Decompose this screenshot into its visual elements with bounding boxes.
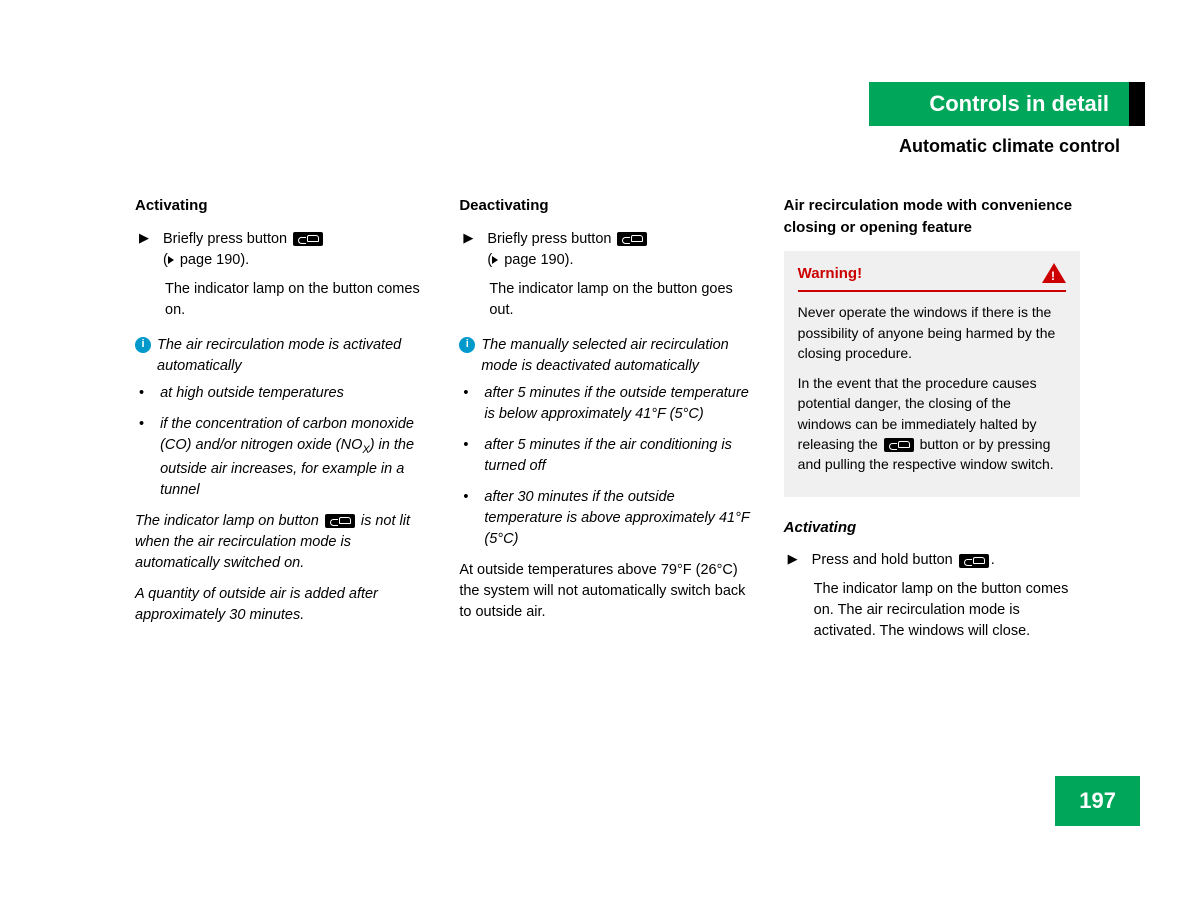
list-item: at high outside temperatures xyxy=(139,383,431,404)
step-marker-icon: ▶ xyxy=(463,229,473,271)
column-activating: Activating ▶ Briefly press button ( page… xyxy=(135,195,431,656)
col3-result: The indicator lamp on the button comes o… xyxy=(784,579,1080,642)
col2-heading: Deactivating xyxy=(459,195,755,217)
list-item: after 5 minutes if the air conditioning … xyxy=(463,435,755,477)
col3-heading: Air recirculation mode with convenience … xyxy=(784,195,1080,239)
header-black-tab xyxy=(1129,82,1145,126)
col1-para2: A quantity of outside air is added after… xyxy=(135,584,431,626)
pageref-triangle-icon xyxy=(492,256,498,264)
step-marker-icon: ▶ xyxy=(139,229,149,271)
list-item: if the concentration of carbon monoxide … xyxy=(139,414,431,501)
col1-info: i The air recirculation mode is activate… xyxy=(135,335,431,377)
col2-step: ▶ Briefly press button ( page 190). xyxy=(459,229,755,271)
recirc-button-icon xyxy=(325,514,355,528)
col2-step-body: Briefly press button ( page 190). xyxy=(487,229,755,271)
col1-bullets: at high outside temperatures if the conc… xyxy=(135,383,431,501)
warning-header: Warning! xyxy=(798,263,1066,293)
col3-step-body: Press and hold button . xyxy=(812,550,1080,571)
warning-p1: Never operate the windows if there is th… xyxy=(798,302,1066,363)
header-bar: Controls in detail xyxy=(869,82,1145,126)
pageref-triangle-icon xyxy=(168,256,174,264)
recirc-button-icon xyxy=(293,232,323,246)
info-icon: i xyxy=(135,337,151,353)
warning-p2: In the event that the procedure causes p… xyxy=(798,373,1066,474)
col3-subheading: Activating xyxy=(784,517,1080,539)
col1-result: The indicator lamp on the button comes o… xyxy=(135,279,431,321)
recirc-button-icon xyxy=(884,438,914,452)
column-deactivating: Deactivating ▶ Briefly press button ( pa… xyxy=(459,195,755,656)
list-item: after 30 minutes if the outside temperat… xyxy=(463,487,755,550)
col2-info: i The manually selected air recirculatio… xyxy=(459,335,755,377)
col1-step-body: Briefly press button ( page 190). xyxy=(163,229,431,271)
recirc-button-icon xyxy=(959,554,989,568)
col1-para1: The indicator lamp on button is not lit … xyxy=(135,511,431,574)
col3-step: ▶ Press and hold button . xyxy=(784,550,1080,571)
chapter-title: Controls in detail xyxy=(869,82,1129,126)
section-title: Automatic climate control xyxy=(899,136,1120,157)
column-convenience: Air recirculation mode with convenience … xyxy=(784,195,1080,656)
warning-triangle-icon xyxy=(1042,263,1066,283)
content-columns: Activating ▶ Briefly press button ( page… xyxy=(135,195,1080,656)
col2-result: The indicator lamp on the button goes ou… xyxy=(459,279,755,321)
page-number: 197 xyxy=(1055,776,1140,826)
warning-body: Never operate the windows if there is th… xyxy=(798,302,1066,474)
list-item: after 5 minutes if the outside temperatu… xyxy=(463,383,755,425)
col2-para: At outside temperatures above 79°F (26°C… xyxy=(459,560,755,623)
warning-title: Warning! xyxy=(798,263,862,285)
recirc-button-icon xyxy=(617,232,647,246)
warning-box: Warning! Never operate the windows if th… xyxy=(784,251,1080,497)
col1-heading: Activating xyxy=(135,195,431,217)
info-icon: i xyxy=(459,337,475,353)
col1-step: ▶ Briefly press button ( page 190). xyxy=(135,229,431,271)
step-marker-icon: ▶ xyxy=(788,550,798,571)
col2-bullets: after 5 minutes if the outside temperatu… xyxy=(459,383,755,550)
